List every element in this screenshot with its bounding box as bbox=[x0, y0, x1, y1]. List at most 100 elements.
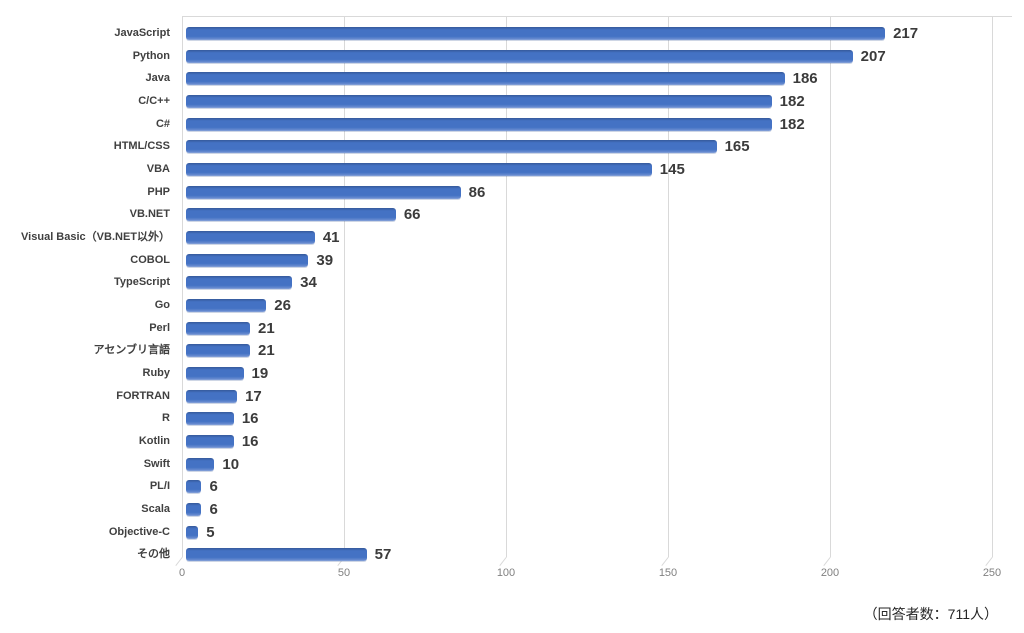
bar-row: Visual Basic（VB.NET以外） 41 bbox=[0, 226, 1024, 249]
bar-value-label: 39 bbox=[316, 251, 334, 269]
bar-row: FORTRAN 17 bbox=[0, 385, 1024, 408]
gridline bbox=[668, 17, 669, 557]
bar-value-label: 21 bbox=[258, 319, 275, 337]
category-label: COBOL bbox=[130, 253, 170, 266]
bar-row: TypeScript 34 bbox=[0, 271, 1024, 294]
category-label: Java bbox=[145, 72, 170, 85]
category-label: TypeScript bbox=[113, 276, 170, 289]
gridline bbox=[182, 17, 183, 557]
x-axis-tick-label: 100 bbox=[496, 567, 516, 579]
category-label: VBA bbox=[146, 162, 170, 175]
bar-row: その他 57 bbox=[0, 543, 1024, 566]
category-label: JavaScript bbox=[114, 26, 170, 39]
bar-value-label: 34 bbox=[300, 274, 317, 292]
x-axis-tick-label: 150 bbox=[658, 567, 678, 579]
bar-row: Perl 21 bbox=[0, 317, 1024, 340]
bar bbox=[186, 185, 461, 199]
bar-value-label: 86 bbox=[468, 183, 486, 201]
bar bbox=[186, 162, 652, 176]
category-label: Python bbox=[132, 49, 170, 62]
respondents-footnote: （回答者数：711人） bbox=[863, 606, 998, 623]
bar-row: PHP 86 bbox=[0, 181, 1024, 204]
bar bbox=[186, 434, 234, 448]
bar-area: 6 bbox=[176, 479, 1024, 494]
category-label: Kotlin bbox=[138, 434, 170, 447]
bar-value-label: 182 bbox=[779, 92, 805, 110]
category-label: Perl bbox=[149, 321, 170, 334]
bar-value-label: 6 bbox=[209, 478, 218, 496]
x-axis: 0 50 100 150 200 250 bbox=[0, 567, 1024, 583]
bar bbox=[186, 276, 293, 290]
bar bbox=[186, 298, 267, 312]
bar-value-label: 145 bbox=[659, 160, 685, 178]
gridline bbox=[992, 17, 993, 557]
bar-area: 57 bbox=[176, 547, 1024, 562]
category-label: HTML/CSS bbox=[113, 140, 170, 153]
bar bbox=[186, 389, 238, 403]
bar bbox=[186, 366, 244, 380]
plot-area bbox=[182, 16, 1012, 557]
bar-value-label: 41 bbox=[322, 228, 340, 246]
bar bbox=[186, 457, 215, 471]
bar-row: Python 207 bbox=[0, 45, 1024, 68]
bar-area: 41 bbox=[176, 230, 1024, 245]
bar-row: Objective-C 5 bbox=[0, 521, 1024, 544]
bar bbox=[186, 502, 202, 516]
bar-area: 10 bbox=[176, 457, 1024, 472]
bar-row: VBA 145 bbox=[0, 158, 1024, 181]
category-label: Go bbox=[154, 298, 170, 311]
bar-value-label: 10 bbox=[222, 455, 240, 473]
bar-value-label: 57 bbox=[374, 546, 392, 564]
bar-row: Ruby 19 bbox=[0, 362, 1024, 385]
x-axis-tick-label: 50 bbox=[337, 567, 351, 579]
bar-row: C# 182 bbox=[0, 113, 1024, 136]
x-axis-tick-label: 250 bbox=[982, 567, 1002, 579]
category-label: VB.NET bbox=[129, 208, 170, 221]
bar-value-label: 66 bbox=[403, 206, 421, 224]
category-label: R bbox=[162, 412, 170, 425]
bar bbox=[186, 72, 785, 86]
bar-row: JavaScript 217 bbox=[0, 22, 1024, 45]
bar-value-label: 165 bbox=[724, 138, 750, 156]
bar-value-label: 19 bbox=[251, 364, 269, 382]
bar bbox=[186, 208, 396, 222]
category-label: FORTRAN bbox=[116, 389, 170, 402]
bar bbox=[186, 94, 772, 108]
bar-area: 217 bbox=[176, 26, 1024, 41]
bar-value-label: 217 bbox=[893, 24, 919, 42]
category-label: PHP bbox=[147, 185, 170, 198]
bar-area: 165 bbox=[176, 139, 1024, 154]
x-axis-tick-label: 200 bbox=[820, 567, 840, 579]
bar-area: 86 bbox=[176, 185, 1024, 200]
gridline bbox=[344, 17, 345, 557]
bar-row: HTML/CSS 165 bbox=[0, 135, 1024, 158]
bar bbox=[186, 480, 202, 494]
bar-area: 182 bbox=[176, 117, 1024, 132]
bar-value-label: 5 bbox=[206, 523, 215, 541]
bar-area: 21 bbox=[176, 321, 1024, 336]
bar-area: 182 bbox=[176, 94, 1024, 109]
bar-value-label: 17 bbox=[245, 387, 262, 405]
bar-value-label: 207 bbox=[860, 47, 886, 65]
bar-row: VB.NET 66 bbox=[0, 203, 1024, 226]
bar-area: 5 bbox=[176, 525, 1024, 540]
category-label: C/C++ bbox=[138, 94, 170, 107]
bar-row: Scala 6 bbox=[0, 498, 1024, 521]
bar-area: 39 bbox=[176, 253, 1024, 268]
bar-area: 186 bbox=[176, 71, 1024, 86]
bar-value-label: 16 bbox=[241, 410, 259, 428]
bar bbox=[186, 525, 199, 539]
category-label: Swift bbox=[143, 457, 170, 470]
bar-row: Kotlin 16 bbox=[0, 430, 1024, 453]
bar-area: 66 bbox=[176, 207, 1024, 222]
category-label: Visual Basic（VB.NET以外） bbox=[21, 230, 170, 243]
bar bbox=[186, 117, 772, 131]
category-label: Objective-C bbox=[108, 525, 170, 538]
bar-row: Swift 10 bbox=[0, 453, 1024, 476]
category-label: C# bbox=[155, 117, 170, 130]
bar-area: 17 bbox=[176, 389, 1024, 404]
bar-row: Java 186 bbox=[0, 67, 1024, 90]
bar-row: Go 26 bbox=[0, 294, 1024, 317]
bar bbox=[186, 49, 853, 63]
